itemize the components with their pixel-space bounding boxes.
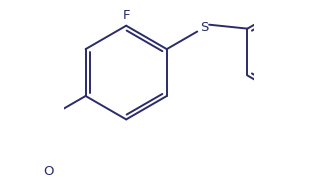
- Text: S: S: [200, 21, 209, 34]
- Text: F: F: [123, 9, 131, 22]
- Text: O: O: [43, 165, 53, 177]
